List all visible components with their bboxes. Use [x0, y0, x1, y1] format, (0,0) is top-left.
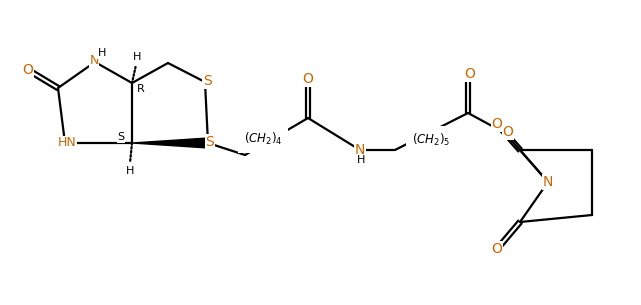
Text: O: O [503, 125, 513, 139]
Text: H: H [357, 155, 365, 165]
Text: H: H [126, 166, 134, 176]
Text: $(CH_2)_4$: $(CH_2)_4$ [244, 131, 282, 147]
Text: O: O [492, 117, 503, 131]
Text: $(CH_2)_5$: $(CH_2)_5$ [412, 132, 450, 148]
Text: O: O [22, 63, 33, 77]
Text: O: O [465, 67, 476, 81]
Text: N: N [543, 175, 553, 189]
Text: S: S [117, 132, 124, 142]
Text: N: N [89, 55, 99, 67]
Text: H: H [98, 48, 106, 58]
Text: O: O [303, 72, 313, 86]
Text: R: R [137, 84, 145, 94]
Text: N: N [355, 143, 365, 157]
Text: O: O [492, 242, 503, 256]
Text: S: S [203, 74, 212, 88]
Text: H: H [133, 52, 141, 62]
Text: S: S [206, 135, 214, 149]
Polygon shape [132, 138, 208, 148]
Text: HN: HN [58, 137, 76, 149]
